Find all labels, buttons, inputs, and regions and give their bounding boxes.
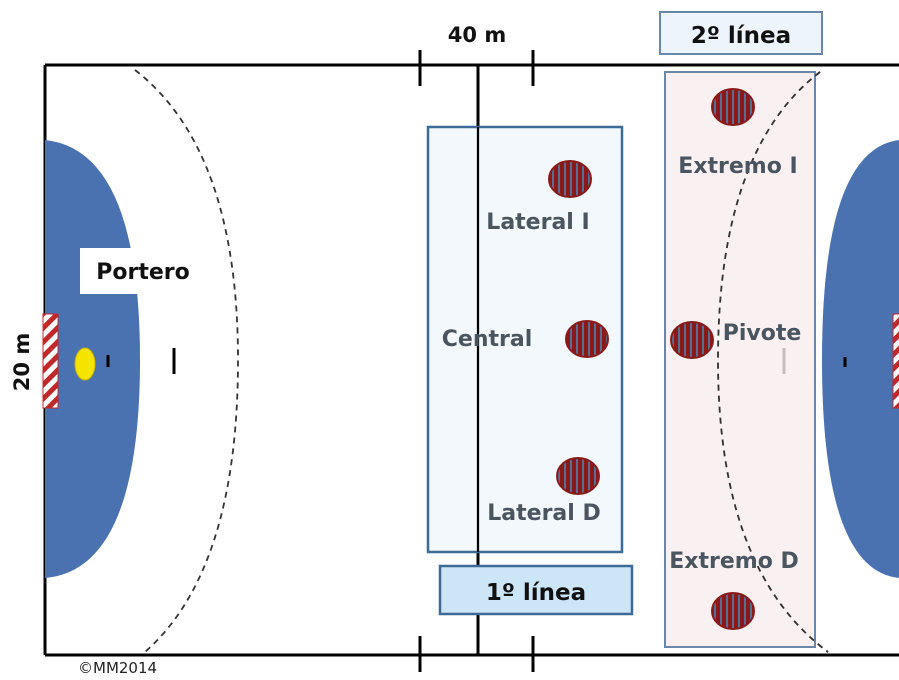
second-line-label: 2º línea: [691, 23, 791, 49]
second-line-label-box: [659, 11, 823, 55]
second-line-zone: [664, 71, 816, 648]
goalkeeper-label-box: [80, 248, 208, 294]
left-wing-player-icon: [711, 88, 755, 126]
right-free-throw-line-overlay: [717, 71, 829, 653]
left-wing-label: Extremo I: [678, 154, 797, 179]
left-back-label: Lateral I: [486, 210, 589, 235]
pivot-player-icon: [670, 321, 714, 359]
left-goal-icon: [42, 313, 59, 409]
copyright-text: ©MM2014: [78, 659, 157, 677]
center-back-player-icon: [565, 320, 609, 358]
right-goal-icon: [892, 313, 899, 409]
right-back-label: Lateral D: [487, 501, 600, 526]
right-wing-label: Extremo D: [669, 549, 798, 574]
right-goal-area: [822, 140, 899, 578]
right-back-player-icon: [556, 457, 600, 495]
width-label: 20 m: [10, 333, 34, 391]
goalkeeper-label: Portero: [96, 260, 190, 285]
length-label: 40 m: [448, 23, 506, 47]
first-line-label: 1º línea: [486, 580, 586, 606]
pivot-label: Pivote: [723, 321, 802, 346]
left-back-player-icon: [548, 160, 592, 198]
left-free-throw-line: [134, 69, 239, 653]
first-line-label-box: [438, 564, 634, 616]
ball-icon: [74, 347, 96, 381]
right-wing-player-icon: [711, 592, 755, 630]
center-back-label: Central: [442, 327, 532, 352]
